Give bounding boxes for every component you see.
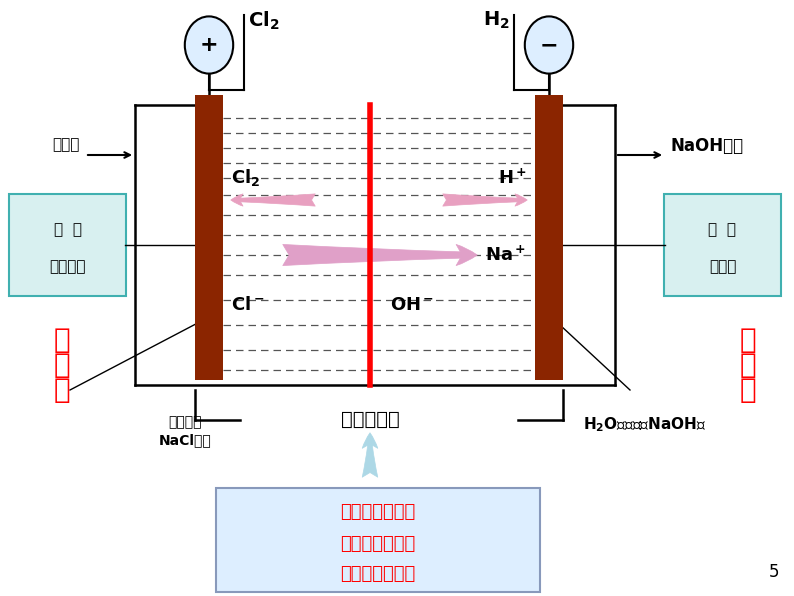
Text: 室: 室 (54, 376, 71, 404)
Text: $\mathbf{H_2O}$（含少量$\mathbf{NaOH}$）: $\mathbf{H_2O}$（含少量$\mathbf{NaOH}$） (583, 415, 706, 434)
Text: 室: 室 (740, 376, 757, 404)
Text: $\mathbf{Cl_2}$: $\mathbf{Cl_2}$ (248, 10, 279, 32)
Text: $\mathbf{H_2}$: $\mathbf{H_2}$ (483, 10, 510, 32)
Text: 淡盐水: 淡盐水 (52, 137, 80, 152)
Bar (535, 95, 563, 380)
Text: 允许阳离子通过: 允许阳离子通过 (341, 565, 415, 583)
Ellipse shape (525, 17, 573, 73)
Text: −: − (540, 35, 558, 55)
Text: $\mathbf{H^+}$: $\mathbf{H^+}$ (498, 168, 527, 188)
Text: 5: 5 (769, 563, 779, 581)
Ellipse shape (185, 17, 233, 73)
Text: 离子交换膜，只: 离子交换膜，只 (341, 535, 415, 553)
Text: 阳: 阳 (54, 326, 71, 354)
Text: 金属钛网: 金属钛网 (49, 259, 86, 275)
Text: 碳钢网: 碳钢网 (709, 259, 736, 275)
Text: 精制饱和: 精制饱和 (168, 415, 202, 429)
Text: +: + (199, 35, 218, 55)
Text: 阴: 阴 (740, 326, 757, 354)
Text: 离子交换膜: 离子交换膜 (341, 410, 399, 429)
Text: $\mathbf{Na^+}$: $\mathbf{Na^+}$ (485, 246, 526, 265)
Text: NaCl溶液: NaCl溶液 (159, 433, 211, 447)
FancyBboxPatch shape (664, 194, 781, 296)
Text: 严格说此处是阳: 严格说此处是阳 (341, 503, 415, 521)
Text: 阳  极: 阳 极 (53, 222, 82, 237)
Text: $\mathbf{OH^-}$: $\mathbf{OH^-}$ (390, 296, 434, 314)
FancyBboxPatch shape (216, 488, 540, 592)
FancyBboxPatch shape (9, 194, 126, 296)
Text: $\mathbf{Cl^-}$: $\mathbf{Cl^-}$ (231, 296, 264, 314)
Text: $\mathbf{Cl_2}$: $\mathbf{Cl_2}$ (231, 167, 260, 188)
Text: 极: 极 (740, 351, 757, 379)
Bar (195, 95, 223, 380)
Text: 极: 极 (54, 351, 71, 379)
Text: NaOH溶液: NaOH溶液 (670, 137, 743, 155)
Text: 阴  极: 阴 极 (708, 222, 737, 237)
